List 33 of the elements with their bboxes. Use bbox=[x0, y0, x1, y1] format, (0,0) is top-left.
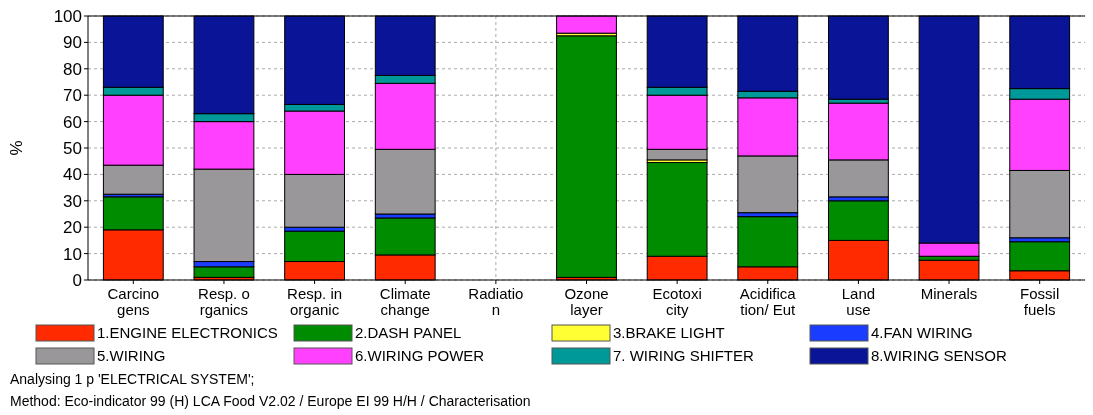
x-tick-label: Minerals bbox=[920, 285, 978, 302]
text: Method: Eco-indicator 99 (H) LCA Food V2.02 / Europe EI 99 H/H / Characterisation bbox=[10, 393, 531, 409]
legend-label: 8.WIRING SENSOR bbox=[871, 347, 1008, 365]
y-tick-label: 60 bbox=[63, 112, 82, 132]
legend-label: 2.DASH PANEL bbox=[355, 324, 462, 342]
x-tick-label: Land use bbox=[841, 285, 876, 318]
legend-label: 7. WIRING SHIFTER bbox=[613, 347, 754, 365]
y-tick-label: 30 bbox=[63, 191, 82, 211]
y-tick-label: 90 bbox=[63, 33, 82, 53]
y-tick-label: 10 bbox=[63, 244, 82, 264]
legend-label: 6.WIRING POWER bbox=[355, 347, 485, 365]
legend-label: 4.FAN WIRING bbox=[871, 324, 973, 342]
x-tick-label: Resp. in organic bbox=[287, 285, 343, 318]
x-tick-label: Climate change bbox=[379, 285, 431, 318]
legend-label: 3.BRAKE LIGHT bbox=[613, 324, 725, 342]
y-tick-label: 40 bbox=[63, 165, 82, 185]
x-tick-label: Fossil fuels bbox=[1020, 285, 1060, 318]
y-tick-label: 100 bbox=[53, 6, 82, 26]
text: Analysing 1 p 'ELECTRICAL SYSTEM'; bbox=[10, 371, 255, 387]
y-tick-label: 70 bbox=[63, 86, 82, 106]
y-axis-title: % bbox=[7, 140, 26, 156]
x-tick-label: Acidifica tion/ Eut bbox=[739, 285, 797, 318]
x-tick-label: Ozone layer bbox=[564, 285, 609, 318]
y-tick-label: 80 bbox=[63, 59, 82, 79]
x-tick-label: Resp. o rganics bbox=[198, 285, 250, 318]
x-tick-label: Radiatio n bbox=[468, 285, 524, 318]
legend-label: 5.WIRING bbox=[97, 347, 166, 365]
y-tick-label: 20 bbox=[63, 218, 82, 238]
y-tick-label: 0 bbox=[72, 270, 82, 290]
x-tick-label: Carcino gens bbox=[107, 285, 160, 318]
legend-label: 1.ENGINE ELECTRONICS bbox=[97, 324, 278, 342]
x-tick-label: Ecotoxi city bbox=[652, 285, 702, 318]
y-tick-label: 50 bbox=[63, 138, 82, 158]
